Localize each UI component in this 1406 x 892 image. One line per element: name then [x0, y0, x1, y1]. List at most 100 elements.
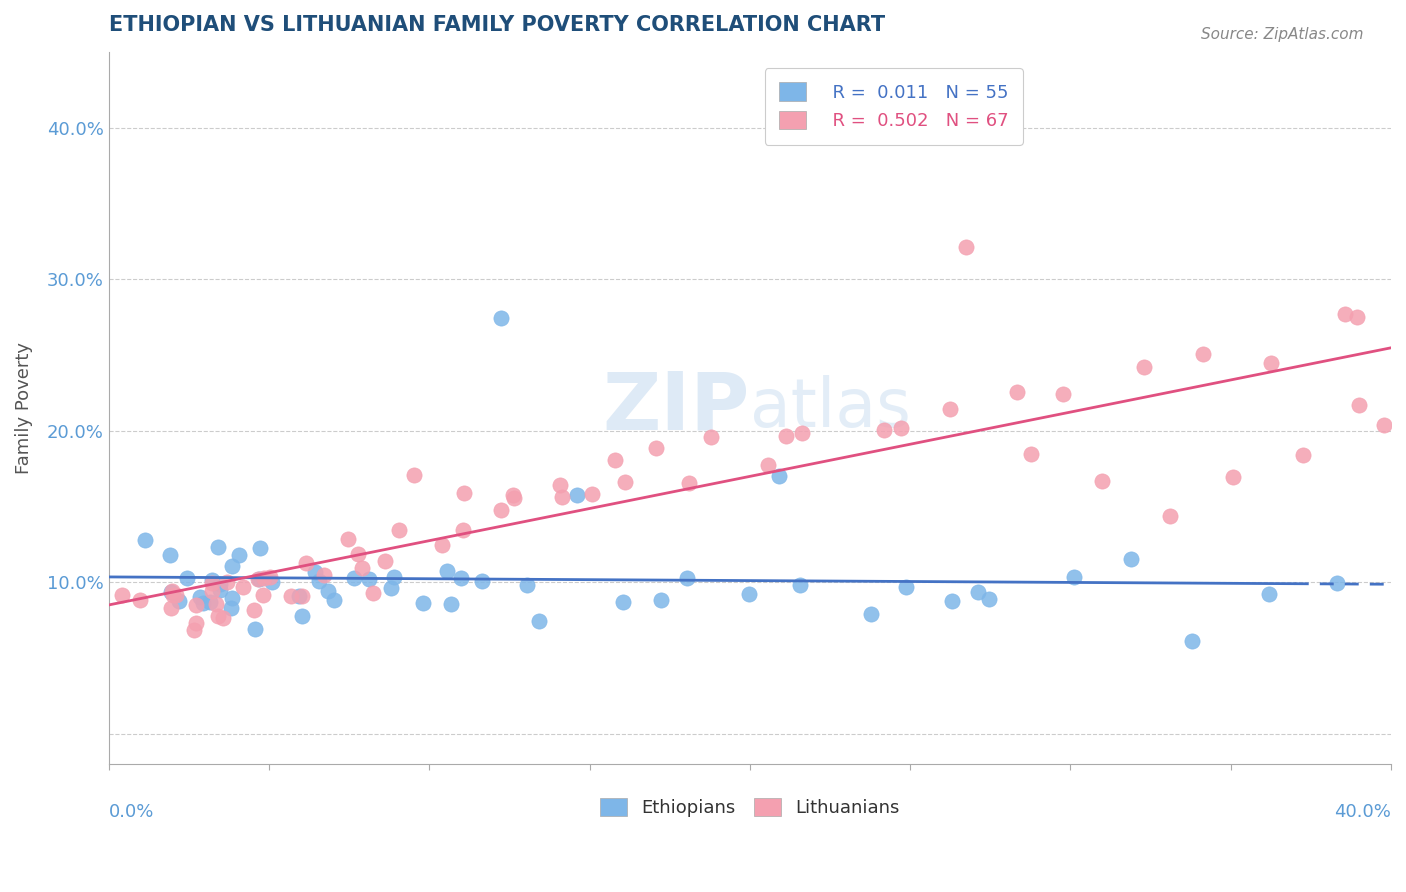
Point	[966, 584, 988, 599]
Point	[198, 595, 221, 609]
Point	[676, 571, 699, 585]
Point	[291, 590, 314, 604]
Point	[288, 589, 311, 603]
Point	[1326, 576, 1348, 591]
Point	[738, 587, 761, 601]
Point	[308, 574, 330, 588]
Point	[613, 475, 636, 489]
Point	[412, 596, 434, 610]
Point	[1260, 356, 1282, 370]
Text: ETHIOPIAN VS LITHUANIAN FAMILY POVERTY CORRELATION CHART: ETHIOPIAN VS LITHUANIAN FAMILY POVERTY C…	[108, 15, 884, 35]
Point	[162, 584, 184, 599]
Point	[212, 611, 235, 625]
Point	[890, 421, 912, 435]
Point	[581, 487, 603, 501]
Point	[221, 601, 243, 615]
Point	[280, 589, 302, 603]
Point	[162, 588, 184, 602]
Point	[294, 556, 316, 570]
Point	[1063, 570, 1085, 584]
Point	[979, 592, 1001, 607]
Point	[453, 485, 475, 500]
Point	[1191, 347, 1213, 361]
Point	[700, 430, 723, 444]
Point	[768, 469, 790, 483]
Point	[941, 594, 963, 608]
Point	[201, 575, 224, 590]
Point	[245, 622, 267, 636]
Point	[1348, 398, 1371, 412]
Text: 0.0%: 0.0%	[108, 803, 155, 821]
Point	[678, 476, 700, 491]
Point	[207, 608, 229, 623]
Point	[756, 458, 779, 473]
Point	[357, 572, 380, 586]
Point	[1133, 360, 1156, 375]
Text: ZIP: ZIP	[603, 368, 749, 447]
Point	[380, 582, 402, 596]
Point	[204, 597, 226, 611]
Point	[1052, 387, 1074, 401]
Point	[304, 565, 326, 579]
Point	[471, 574, 494, 588]
Point	[1222, 470, 1244, 484]
Point	[491, 311, 513, 326]
Point	[160, 585, 183, 599]
Point	[527, 614, 550, 628]
Point	[176, 571, 198, 585]
Point	[938, 401, 960, 416]
Point	[247, 572, 270, 586]
Point	[612, 595, 634, 609]
Point	[231, 580, 253, 594]
Point	[451, 523, 474, 537]
Point	[775, 429, 797, 443]
Text: 40.0%: 40.0%	[1334, 803, 1391, 821]
Point	[1346, 310, 1368, 324]
Point	[450, 571, 472, 585]
Point	[221, 591, 243, 605]
Point	[209, 582, 232, 597]
Point	[502, 491, 524, 506]
Point	[184, 615, 207, 630]
Point	[502, 488, 524, 502]
Point	[343, 571, 366, 585]
Point	[550, 478, 572, 492]
Legend: Ethiopians, Lithuanians: Ethiopians, Lithuanians	[591, 789, 908, 826]
Point	[650, 592, 672, 607]
Point	[260, 575, 283, 590]
Text: Source: ZipAtlas.com: Source: ZipAtlas.com	[1201, 27, 1364, 42]
Point	[1159, 508, 1181, 523]
Point	[165, 588, 187, 602]
Point	[1091, 474, 1114, 488]
Text: atlas: atlas	[749, 375, 911, 441]
Point	[208, 577, 231, 591]
Point	[249, 541, 271, 555]
Point	[489, 503, 512, 517]
Point	[792, 425, 814, 440]
Point	[440, 597, 463, 611]
Point	[243, 603, 266, 617]
Point	[1257, 587, 1279, 601]
Point	[1019, 447, 1042, 461]
Point	[217, 574, 239, 589]
Point	[382, 570, 405, 584]
Point	[644, 441, 666, 455]
Point	[111, 588, 134, 602]
Point	[516, 578, 538, 592]
Point	[374, 554, 396, 568]
Point	[201, 574, 224, 588]
Point	[316, 584, 339, 599]
Point	[1007, 384, 1029, 399]
Point	[228, 548, 250, 562]
Point	[201, 584, 224, 599]
Point	[246, 573, 269, 587]
Point	[1334, 307, 1357, 321]
Point	[430, 539, 453, 553]
Point	[160, 600, 183, 615]
Point	[291, 609, 314, 624]
Point	[183, 623, 205, 637]
Point	[346, 547, 368, 561]
Point	[252, 588, 274, 602]
Point	[323, 592, 346, 607]
Point	[1119, 552, 1142, 566]
